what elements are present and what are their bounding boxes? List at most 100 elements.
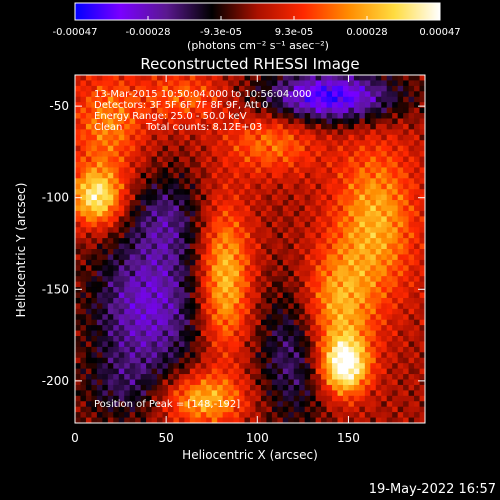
heatmap-cell xyxy=(102,194,109,201)
heatmap-cell xyxy=(102,292,109,299)
heatmap-cell xyxy=(102,123,109,130)
heatmap-cell xyxy=(266,384,273,391)
heatmap-cell xyxy=(321,292,327,299)
heatmap-cell xyxy=(364,151,371,157)
heatmap-cell xyxy=(206,227,213,234)
heatmap-cell xyxy=(337,210,344,217)
heatmap-cell xyxy=(299,276,306,283)
heatmap-cell xyxy=(353,287,360,293)
heatmap-cell xyxy=(80,417,87,424)
heatmap-cell xyxy=(96,96,103,103)
heatmap-cell xyxy=(217,118,224,125)
heatmap-cell xyxy=(140,118,147,125)
heatmap-cell xyxy=(228,341,234,348)
heatmap-cell xyxy=(260,194,267,201)
heatmap-cell xyxy=(162,297,169,304)
heatmap-cell xyxy=(211,276,218,283)
heatmap-cell xyxy=(342,314,349,321)
heatmap-cell xyxy=(364,227,371,234)
heatmap-cell xyxy=(85,254,92,261)
heatmap-cell xyxy=(326,297,333,304)
heatmap-cell xyxy=(342,352,349,359)
heatmap-cell xyxy=(113,259,120,266)
heatmap-cell xyxy=(392,194,399,201)
heatmap-cell xyxy=(250,118,256,125)
heatmap-cell xyxy=(167,314,174,321)
heatmap-cell xyxy=(85,189,92,196)
heatmap-cell xyxy=(135,249,142,255)
heatmap-cell xyxy=(222,85,229,92)
heatmap-cell xyxy=(326,194,333,201)
heatmap-cell xyxy=(173,151,180,157)
heatmap-cell xyxy=(250,390,256,397)
heatmap-cell xyxy=(353,308,360,315)
heatmap-cell xyxy=(140,270,147,277)
heatmap-cell xyxy=(342,287,349,293)
heatmap-cell xyxy=(260,336,267,342)
heatmap-cell xyxy=(195,384,202,391)
heatmap-cell xyxy=(419,259,426,266)
heatmap-cell xyxy=(162,156,169,163)
heatmap-cell xyxy=(255,281,262,288)
heatmap-cell xyxy=(124,308,131,315)
heatmap-cell xyxy=(299,172,306,179)
heatmap-cell xyxy=(392,183,399,190)
heatmap-cell xyxy=(321,96,327,103)
heatmap-cell xyxy=(397,238,404,244)
heatmap-cell xyxy=(392,330,399,337)
heatmap-cell xyxy=(195,336,202,342)
heatmap-cell xyxy=(107,319,114,326)
heatmap-cell xyxy=(381,156,388,163)
heatmap-cell xyxy=(271,96,278,103)
heatmap-cell xyxy=(310,390,317,397)
heatmap-cell xyxy=(206,151,213,157)
heatmap-cell xyxy=(118,178,125,185)
heatmap-cell xyxy=(195,346,202,353)
heatmap-cell xyxy=(129,123,136,130)
heatmap-cell xyxy=(244,384,251,391)
heatmap-cell xyxy=(80,75,87,81)
heatmap-cell xyxy=(419,134,426,141)
heatmap-cell xyxy=(244,243,251,250)
heatmap-cell xyxy=(129,167,136,174)
heatmap-cell xyxy=(162,221,169,228)
heatmap-cell xyxy=(146,232,152,239)
heatmap-cell xyxy=(173,210,180,217)
heatmap-cell xyxy=(173,113,180,119)
heatmap-cell xyxy=(157,368,163,375)
heatmap-cell xyxy=(189,232,196,239)
heatmap-cell xyxy=(321,167,327,174)
heatmap-cell xyxy=(96,113,103,119)
heatmap-cell xyxy=(157,330,163,337)
heatmap-cell xyxy=(375,374,382,380)
heatmap-cell xyxy=(96,341,103,348)
heatmap-cell xyxy=(353,243,360,250)
heatmap-cell xyxy=(381,336,388,342)
heatmap-cell xyxy=(80,162,87,168)
heatmap-cell xyxy=(403,216,409,223)
heatmap-cell xyxy=(370,297,377,304)
heatmap-cell xyxy=(184,379,191,386)
heatmap-cell xyxy=(321,243,327,250)
heatmap-cell xyxy=(293,374,300,380)
heatmap-cell xyxy=(326,325,333,331)
heatmap-cell xyxy=(364,352,371,359)
heatmap-cell xyxy=(96,330,103,337)
heatmap-cell xyxy=(195,205,202,212)
heatmap-cell xyxy=(386,319,393,326)
heatmap-cell xyxy=(332,417,338,424)
heatmap-cell xyxy=(107,134,114,141)
heatmap-cell xyxy=(375,75,382,81)
heatmap-cell xyxy=(206,129,213,136)
heatmap-cell xyxy=(195,140,202,147)
heatmap-cell xyxy=(140,384,147,391)
heatmap-cell xyxy=(315,330,322,337)
heatmap-cell xyxy=(310,134,317,141)
heatmap-cell xyxy=(102,276,109,283)
heatmap-cell xyxy=(381,287,388,293)
heatmap-cell xyxy=(233,341,240,348)
heatmap-cell xyxy=(75,384,81,391)
heatmap-cell xyxy=(129,238,136,244)
heatmap-cell xyxy=(386,270,393,277)
heatmap-cell xyxy=(124,216,131,223)
